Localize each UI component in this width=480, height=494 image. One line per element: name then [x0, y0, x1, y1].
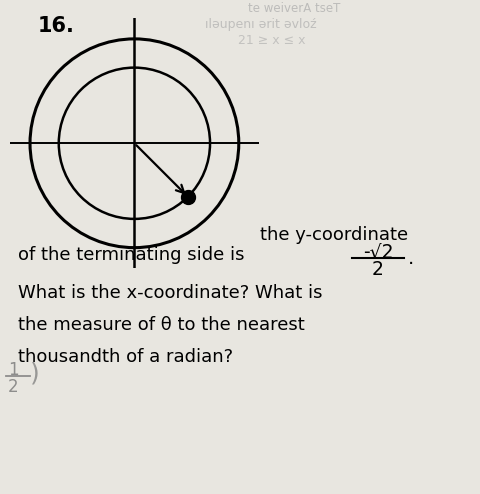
- Text: thousandth of a radian?: thousandth of a radian?: [18, 348, 233, 366]
- Text: 2: 2: [8, 378, 19, 396]
- Text: What is the x-coordinate? What is: What is the x-coordinate? What is: [18, 284, 323, 302]
- Text: 21 ≥ x ≤ x: 21 ≥ x ≤ x: [210, 34, 305, 47]
- Text: ): ): [30, 362, 40, 386]
- Text: 2: 2: [372, 260, 384, 279]
- Text: 1: 1: [8, 361, 19, 379]
- Text: 16.: 16.: [38, 16, 75, 36]
- Text: the measure of θ to the nearest: the measure of θ to the nearest: [18, 316, 305, 334]
- Text: of the terminating side is: of the terminating side is: [18, 246, 244, 264]
- Text: the y-coordinate: the y-coordinate: [260, 226, 408, 244]
- Text: -√2: -√2: [363, 242, 393, 261]
- Text: te weiverA tseT: te weiverA tseT: [248, 2, 340, 15]
- Text: ıləupenı ərit əvloź: ıləupenı ərit əvloź: [185, 18, 317, 31]
- Text: .: .: [408, 248, 414, 267]
